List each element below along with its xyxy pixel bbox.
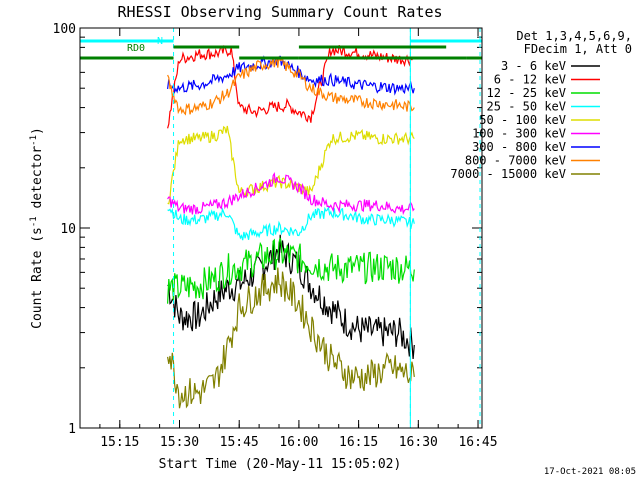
- y-axis-label-part: Count Rate (s: [30, 227, 45, 329]
- legend-header-line-1: Det 1,3,4,5,6,9,: [516, 29, 632, 43]
- legend-label: 800 - 7000 keV: [465, 154, 566, 168]
- x-tick-label: 16:30: [399, 435, 438, 450]
- y-axis-label-exponent: -1: [29, 135, 39, 146]
- legend-label: 3 - 6 keV: [501, 59, 566, 73]
- series-line: [167, 125, 415, 205]
- legend-header-line-2: FDecim 1, Att 0: [524, 42, 632, 56]
- legend-label: 7000 - 15000 keV: [450, 167, 566, 181]
- series-line: [167, 234, 415, 359]
- x-tick-label: 15:15: [100, 435, 139, 450]
- series-line: [167, 172, 415, 216]
- legend-label: 50 - 100 keV: [479, 113, 566, 127]
- y-tick-label: 1: [68, 422, 76, 437]
- chart-title: RHESSI Observing Summary Count Rates: [117, 3, 442, 21]
- x-tick-label: 16:45: [458, 435, 497, 450]
- y-tick-label: 10: [60, 222, 76, 237]
- x-tick-label: 16:00: [279, 435, 318, 450]
- y-axis-label: Count Rate (s-1 detector-1): [29, 127, 45, 329]
- y-tick-label: 100: [53, 22, 76, 37]
- series-line: [167, 55, 415, 96]
- legend-label: 6 - 12 keV: [494, 73, 566, 87]
- n-label: N: [157, 36, 163, 47]
- series-layer: [167, 44, 415, 409]
- y-axis-label-part: ): [30, 127, 45, 135]
- legend-label: 12 - 25 keV: [487, 86, 566, 100]
- rd0-label: RD0: [127, 43, 145, 54]
- y-axis-label-exponent: -1: [29, 216, 39, 227]
- legend-label: 100 - 300 keV: [472, 127, 566, 141]
- generation-date: 17-Oct-2021 08:05: [544, 467, 636, 477]
- series-line: [167, 205, 415, 241]
- x-tick-label: 15:30: [160, 435, 199, 450]
- legend-label: 25 - 50 keV: [487, 100, 566, 114]
- chart-marks: 15:15 15:30 15:45 16:00 16:15 16:30 16:45 1 10 10…: [53, 22, 498, 450]
- y-axis-label-part: detector: [30, 146, 45, 217]
- series-line: [167, 237, 415, 304]
- series-line: [167, 44, 415, 129]
- x-tick-label: 16:15: [339, 435, 378, 450]
- series-line: [167, 56, 415, 116]
- series-line: [167, 267, 415, 409]
- plot-frame: [79, 27, 483, 429]
- legend-label: 300 - 800 keV: [472, 140, 566, 154]
- x-axis-label: Start Time (20-May-11 15:05:02): [159, 457, 402, 472]
- x-tick-label: 15:45: [220, 435, 259, 450]
